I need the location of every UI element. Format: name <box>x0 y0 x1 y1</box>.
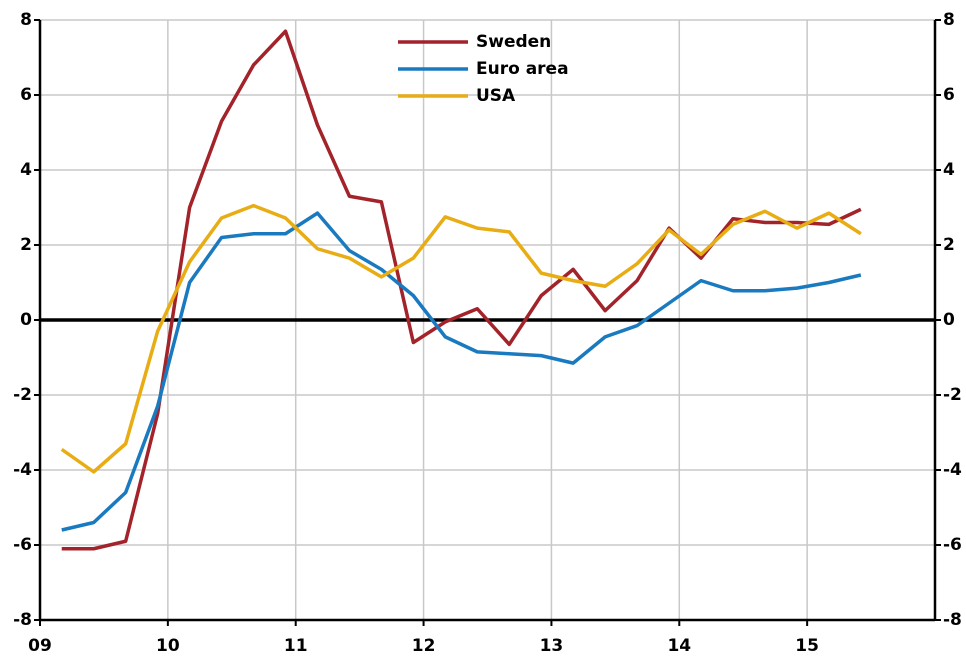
y-tick-label: -2 <box>13 385 32 405</box>
y2-tick-label: 8 <box>943 10 955 30</box>
y2-tick-label: -4 <box>943 460 962 480</box>
x-tick-label: 11 <box>284 636 308 656</box>
legend-label: USA <box>476 86 516 106</box>
y-tick-label: -4 <box>13 460 32 480</box>
y-tick-label: -8 <box>13 610 32 630</box>
y-tick-label: 6 <box>20 85 32 105</box>
y-tick-label: 0 <box>20 310 32 330</box>
series-line <box>61 29 862 551</box>
y-tick-label: 8 <box>20 10 32 30</box>
y2-tick-label: -8 <box>943 610 962 630</box>
series-line <box>60 203 862 474</box>
y2-tick-label: -2 <box>943 385 962 405</box>
x-tick-label: 10 <box>156 636 180 656</box>
x-tick-label: 09 <box>28 636 52 656</box>
y-tick-label: 2 <box>20 235 32 255</box>
legend-label: Euro area <box>476 59 569 79</box>
y2-tick-label: 2 <box>943 235 955 255</box>
y-tick-label: 4 <box>20 160 32 180</box>
legend-label: Sweden <box>476 32 551 52</box>
x-tick-label: 13 <box>540 636 564 656</box>
y2-tick-label: 4 <box>943 160 955 180</box>
y-tick-label: -6 <box>13 535 32 555</box>
series-line <box>61 211 862 532</box>
x-tick-label: 12 <box>412 636 436 656</box>
x-tick-label: 14 <box>667 636 691 656</box>
y2-tick-label: -6 <box>943 535 962 555</box>
y2-tick-label: 0 <box>943 310 955 330</box>
x-tick-label: 15 <box>795 636 819 656</box>
y2-tick-label: 6 <box>943 85 955 105</box>
